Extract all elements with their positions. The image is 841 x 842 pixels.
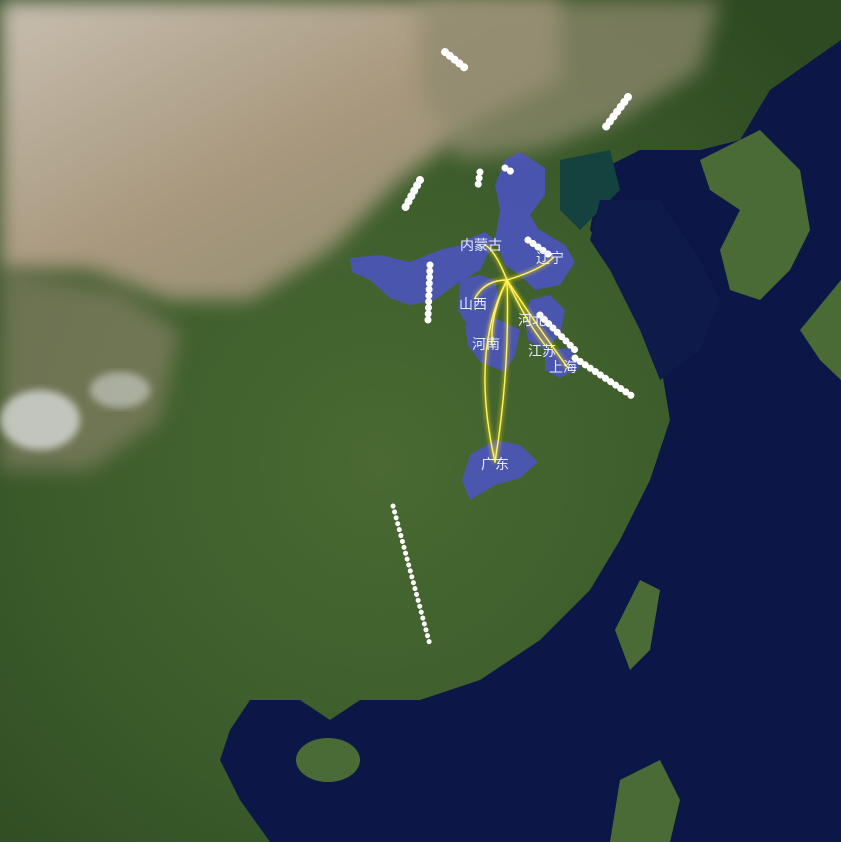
region-neimenggu[interactable]: [350, 232, 495, 305]
trail: [501, 164, 516, 176]
label-jiangsu: 江苏: [528, 344, 556, 360]
label-hebei: 河北: [518, 313, 546, 329]
trail: [474, 168, 484, 190]
trail: [524, 236, 552, 258]
trail: [401, 176, 424, 212]
label-henan: 河南: [472, 337, 500, 353]
flow-crisp: [474, 279, 508, 299]
region-labels: 内蒙古 辽宁 山西 河北 河南 江苏 上海 广东: [459, 238, 577, 473]
korean-peninsula: [700, 130, 810, 300]
flow-crisp: [506, 257, 554, 281]
luzon: [610, 760, 680, 842]
flow-crisp: [506, 279, 569, 369]
trail: [571, 354, 639, 402]
label-shanghai: 上海: [549, 360, 577, 376]
label-shanxi: 山西: [459, 297, 487, 313]
trail: [601, 93, 632, 132]
trail: [536, 311, 579, 354]
flow-crisp: [484, 244, 508, 281]
region-shanghai[interactable]: [545, 348, 580, 378]
trail: [424, 261, 434, 324]
trail: [390, 503, 433, 648]
trail: [441, 48, 469, 72]
flow-crisp: [484, 279, 508, 463]
label-liaoning: 辽宁: [536, 250, 564, 267]
japan: [800, 280, 841, 380]
region-shanxi[interactable]: [458, 275, 500, 330]
hainan: [296, 738, 360, 782]
movement-trails: [390, 48, 639, 648]
bohai-sea: [560, 150, 620, 230]
label-guangdong: 广东: [481, 457, 509, 473]
region-guangdong[interactable]: [462, 440, 538, 500]
taiwan: [615, 580, 660, 670]
flow-lines-crisp: [474, 244, 569, 463]
flow-crisp: [494, 279, 509, 463]
snow-patch-2: [90, 372, 150, 408]
flow-crisp: [506, 279, 546, 346]
yellow-sea: [590, 200, 720, 380]
mongolia-steppe: [420, 0, 720, 160]
label-neimenggu: 内蒙古: [460, 238, 502, 254]
snow-patch: [0, 390, 80, 450]
